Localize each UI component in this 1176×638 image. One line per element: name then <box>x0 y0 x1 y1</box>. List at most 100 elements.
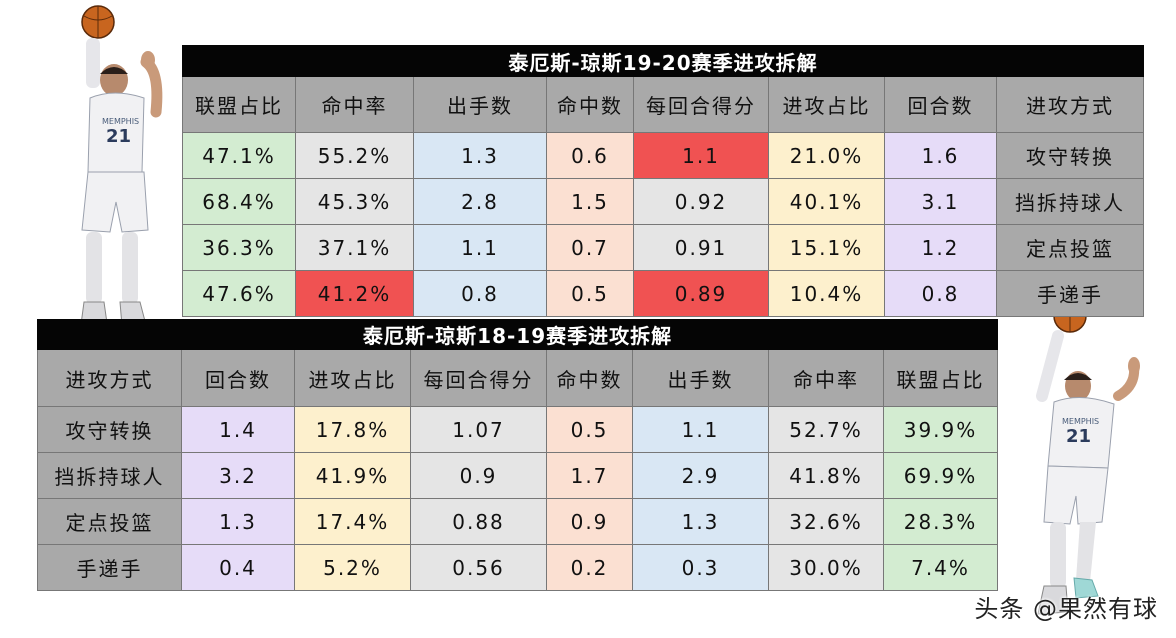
table-cell: 1.3 <box>632 498 769 545</box>
table-row: 挡拆持球人 3.2 41.9% 0.9 1.7 2.9 41.8% 69.9% <box>37 452 999 499</box>
table-cell: 52.7% <box>768 406 884 453</box>
table-row: 手递手 0.4 5.2% 0.56 0.2 0.3 30.0% 7.4% <box>37 544 999 591</box>
column-header: 每回合得分 <box>410 349 547 407</box>
column-header: 命中数 <box>546 76 634 133</box>
table-cell: 55.2% <box>295 132 414 179</box>
table-cell: 1.7 <box>546 452 633 499</box>
table-cell: 2.9 <box>632 452 769 499</box>
row-label: 攻守转换 <box>995 132 1145 179</box>
table-cell: 69.9% <box>882 452 999 499</box>
table-cell: 5.2% <box>294 544 411 591</box>
table-cell: 0.9 <box>546 498 633 545</box>
table-cell: 47.6% <box>182 270 296 317</box>
column-header: 进攻方式 <box>37 349 182 407</box>
row-label: 手递手 <box>37 544 182 591</box>
player-right-jersey-number: 21 <box>1066 426 1091 447</box>
table-cell: 45.3% <box>295 178 414 225</box>
table-row: 68.4% 45.3% 2.8 1.5 0.92 40.1% 3.1 挡拆持球人 <box>182 178 1145 225</box>
column-header: 进攻占比 <box>768 76 885 133</box>
table-cell: 0.9 <box>410 452 547 499</box>
table-cell: 37.1% <box>295 224 414 271</box>
player-photo-left: MEMPHIS 21 <box>79 5 163 351</box>
column-header: 进攻方式 <box>995 76 1145 133</box>
column-header: 命中数 <box>546 349 633 407</box>
table-cell: 1.5 <box>546 178 634 225</box>
table-cell: 3.2 <box>181 452 295 499</box>
table-cell: 17.4% <box>294 498 411 545</box>
table-cell: 1.1 <box>413 224 547 271</box>
table-row: 36.3% 37.1% 1.1 0.7 0.91 15.1% 1.2 定点投篮 <box>182 224 1145 271</box>
table-cell: 0.91 <box>633 224 769 271</box>
player-photo-right: MEMPHIS 21 <box>1036 299 1140 615</box>
column-header: 回合数 <box>181 349 295 407</box>
player-left-jersey-number: 21 <box>106 126 131 147</box>
table-cell: 0.88 <box>410 498 547 545</box>
table-cell: 0.7 <box>546 224 634 271</box>
table-cell: 36.3% <box>182 224 296 271</box>
table-row: 47.6% 41.2% 0.8 0.5 0.89 10.4% 0.8 手递手 <box>182 270 1145 317</box>
player-left-jersey-text: MEMPHIS <box>102 117 139 126</box>
column-header: 联盟占比 <box>182 76 296 133</box>
table-cell: 1.4 <box>181 406 295 453</box>
table-cell: 0.92 <box>633 178 769 225</box>
column-header: 每回合得分 <box>633 76 769 133</box>
table-cell: 7.4% <box>882 544 999 591</box>
table-cell: 28.3% <box>882 498 999 545</box>
row-label: 挡拆持球人 <box>37 452 182 499</box>
table-cell: 1.1 <box>632 406 769 453</box>
season-1920-offense-table: 泰厄斯-琼斯19-20赛季进攻拆解 联盟占比 命中率 出手数 命中数 每回合得分… <box>181 45 1145 317</box>
table-cell: 1.3 <box>413 132 547 179</box>
table-cell: 30.0% <box>768 544 884 591</box>
column-header: 回合数 <box>884 76 997 133</box>
row-label: 定点投篮 <box>37 498 182 545</box>
table-cell: 15.1% <box>768 224 885 271</box>
table-cell: 3.1 <box>884 178 997 225</box>
table-row: 攻守转换 1.4 17.8% 1.07 0.5 1.1 52.7% 39.9% <box>37 406 999 453</box>
watermark-text: 头条 @果然有球 <box>974 595 1158 623</box>
column-header: 进攻占比 <box>294 349 411 407</box>
table-cell: 0.8 <box>413 270 547 317</box>
table-cell: 1.6 <box>884 132 997 179</box>
table-cell: 41.8% <box>768 452 884 499</box>
table-cell: 0.89 <box>633 270 769 317</box>
column-header: 命中率 <box>768 349 884 407</box>
row-label: 攻守转换 <box>37 406 182 453</box>
table-title: 泰厄斯-琼斯19-20赛季进攻拆解 <box>181 45 1145 77</box>
column-header: 命中率 <box>295 76 414 133</box>
column-header: 出手数 <box>413 76 547 133</box>
table-cell: 47.1% <box>182 132 296 179</box>
season-1819-offense-table: 泰厄斯-琼斯18-19赛季进攻拆解 进攻方式 回合数 进攻占比 每回合得分 命中… <box>36 319 999 591</box>
table-cell: 32.6% <box>768 498 884 545</box>
table-cell: 0.2 <box>546 544 633 591</box>
table-title: 泰厄斯-琼斯18-19赛季进攻拆解 <box>36 319 999 350</box>
table-cell: 21.0% <box>768 132 885 179</box>
table-cell: 0.4 <box>181 544 295 591</box>
table-header-row: 进攻方式 回合数 进攻占比 每回合得分 命中数 出手数 命中率 联盟占比 <box>37 349 999 407</box>
table-cell: 40.1% <box>768 178 885 225</box>
table-row: 47.1% 55.2% 1.3 0.6 1.1 21.0% 1.6 攻守转换 <box>182 132 1145 179</box>
table-cell: 0.5 <box>546 406 633 453</box>
table-cell: 0.3 <box>632 544 769 591</box>
column-header: 联盟占比 <box>882 349 999 407</box>
table-cell: 68.4% <box>182 178 296 225</box>
row-label: 挡拆持球人 <box>995 178 1145 225</box>
table-cell: 1.2 <box>884 224 997 271</box>
table-cell: 1.07 <box>410 406 547 453</box>
table-cell: 41.9% <box>294 452 411 499</box>
table-cell: 17.8% <box>294 406 411 453</box>
table-cell: 1.3 <box>181 498 295 545</box>
column-header: 出手数 <box>632 349 769 407</box>
table-cell: 0.56 <box>410 544 547 591</box>
table-cell: 0.8 <box>884 270 997 317</box>
player-right-jersey-text: MEMPHIS <box>1062 417 1099 426</box>
table-row: 定点投篮 1.3 17.4% 0.88 0.9 1.3 32.6% 28.3% <box>37 498 999 545</box>
row-label: 定点投篮 <box>995 224 1145 271</box>
row-label: 手递手 <box>995 270 1145 317</box>
table-cell: 39.9% <box>882 406 999 453</box>
table-cell: 10.4% <box>768 270 885 317</box>
table-cell: 0.5 <box>546 270 634 317</box>
table-header-row: 联盟占比 命中率 出手数 命中数 每回合得分 进攻占比 回合数 进攻方式 <box>182 76 1145 133</box>
table-cell: 2.8 <box>413 178 547 225</box>
table-cell: 0.6 <box>546 132 634 179</box>
table-cell: 41.2% <box>295 270 414 317</box>
